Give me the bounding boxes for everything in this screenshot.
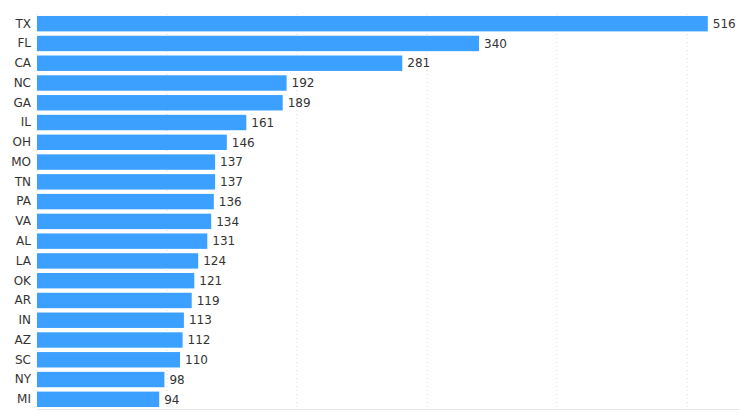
bar bbox=[37, 392, 159, 407]
y-tick: OH bbox=[13, 135, 37, 149]
y-tick: MO bbox=[11, 155, 37, 169]
data-labels: 516 340 281 192 189 161 146 137 137 136 134 131 124 1… bbox=[164, 17, 736, 407]
y-tick: TN bbox=[14, 175, 37, 189]
data-label: 124 bbox=[203, 254, 226, 268]
bar bbox=[37, 214, 211, 229]
y-tick: VA bbox=[15, 214, 37, 228]
data-label: 134 bbox=[216, 215, 239, 229]
y-tick-label: VA bbox=[15, 214, 31, 228]
bar bbox=[37, 293, 192, 308]
bar bbox=[37, 154, 215, 169]
y-axis: TX FL CA NC GA IL OH MO TN PA VA AL LA OK AR IN AZ SC NY MI bbox=[11, 17, 37, 407]
bar bbox=[37, 313, 184, 328]
y-tick-label: MI bbox=[17, 392, 31, 406]
data-label: 516 bbox=[713, 17, 736, 31]
grid-line bbox=[557, 14, 558, 409]
grid-line bbox=[687, 14, 688, 409]
y-tick: TX bbox=[14, 17, 37, 31]
data-label: 121 bbox=[199, 274, 222, 288]
y-tick-label: LA bbox=[16, 254, 32, 268]
y-tick: OK bbox=[14, 274, 37, 288]
y-tick-label: PA bbox=[16, 194, 31, 208]
y-tick-label: AL bbox=[16, 234, 31, 248]
y-tick: IL bbox=[21, 115, 37, 129]
data-label: 281 bbox=[407, 56, 430, 70]
data-label: 340 bbox=[484, 37, 507, 51]
y-tick-label: NY bbox=[15, 372, 32, 386]
bar bbox=[37, 95, 283, 110]
y-tick: GA bbox=[13, 96, 37, 110]
y-tick-label: TX bbox=[14, 17, 31, 31]
bar bbox=[37, 174, 215, 189]
y-tick-label: TN bbox=[14, 175, 31, 189]
y-tick: PA bbox=[16, 194, 37, 208]
bar bbox=[37, 36, 479, 51]
data-label: 146 bbox=[232, 136, 255, 150]
y-tick-label: IN bbox=[18, 313, 31, 327]
y-tick-label: MO bbox=[11, 155, 31, 169]
bars bbox=[37, 16, 708, 407]
data-label: 110 bbox=[185, 353, 208, 367]
y-tick-label: OK bbox=[14, 274, 32, 288]
data-label: 136 bbox=[219, 195, 242, 209]
bar bbox=[37, 135, 227, 150]
chart: TX FL CA NC GA IL OH MO TN PA VA AL LA OK AR IN AZ SC NY MI… bbox=[0, 0, 744, 419]
x-axis-line bbox=[38, 409, 740, 410]
x-axis bbox=[38, 409, 740, 411]
data-label: 112 bbox=[188, 333, 211, 347]
bar bbox=[37, 372, 164, 387]
grid-line bbox=[427, 14, 428, 409]
y-tick: SC bbox=[15, 353, 37, 367]
y-tick: AL bbox=[16, 234, 37, 248]
y-tick-label: GA bbox=[13, 96, 31, 110]
bar bbox=[37, 332, 183, 347]
data-label: 189 bbox=[288, 96, 311, 110]
y-tick-label: NC bbox=[14, 76, 31, 90]
y-tick-label: OH bbox=[13, 135, 31, 149]
grid-line bbox=[37, 14, 38, 409]
bar bbox=[37, 75, 287, 90]
bar bbox=[37, 253, 198, 268]
y-tick: CA bbox=[14, 56, 37, 70]
bar bbox=[37, 194, 214, 209]
data-label: 161 bbox=[251, 116, 274, 130]
data-label: 113 bbox=[189, 313, 212, 327]
plot: TX FL CA NC GA IL OH MO TN PA VA AL LA OK AR IN AZ SC NY MI… bbox=[11, 14, 739, 410]
data-label: 137 bbox=[220, 175, 243, 189]
y-tick: AZ bbox=[15, 333, 37, 347]
grid-line bbox=[297, 14, 298, 409]
grid bbox=[37, 14, 687, 409]
data-label: 119 bbox=[197, 294, 220, 308]
y-tick: IN bbox=[18, 313, 37, 327]
y-tick-label: AR bbox=[14, 293, 31, 307]
bar bbox=[37, 233, 207, 248]
data-label: 94 bbox=[164, 393, 179, 407]
y-tick: NC bbox=[14, 76, 37, 90]
y-tick-label: IL bbox=[21, 115, 32, 129]
bar bbox=[37, 56, 402, 71]
y-tick-label: SC bbox=[15, 353, 31, 367]
data-label: 131 bbox=[212, 234, 235, 248]
y-tick: MI bbox=[17, 392, 37, 406]
y-tick: FL bbox=[17, 36, 37, 50]
bar bbox=[37, 16, 708, 31]
y-tick: LA bbox=[16, 254, 37, 268]
data-label: 137 bbox=[220, 155, 243, 169]
y-tick-label: CA bbox=[14, 56, 31, 70]
y-tick-label: FL bbox=[17, 36, 31, 50]
y-tick: NY bbox=[15, 372, 37, 386]
data-label: 192 bbox=[292, 76, 315, 90]
bar bbox=[37, 273, 194, 288]
y-tick-label: AZ bbox=[15, 333, 31, 347]
y-tick: AR bbox=[14, 293, 37, 307]
bar bbox=[37, 352, 180, 367]
data-label: 98 bbox=[169, 373, 184, 387]
grid-line bbox=[167, 14, 168, 409]
bar bbox=[37, 115, 246, 130]
